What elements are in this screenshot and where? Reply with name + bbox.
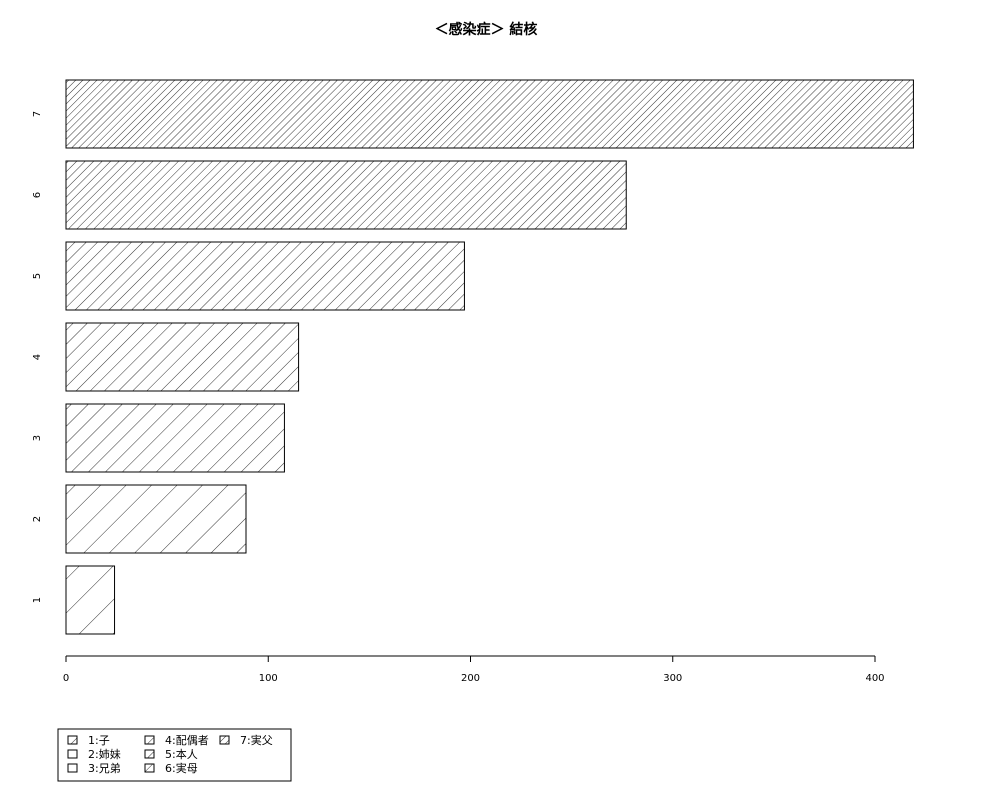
legend-label: 1:子 <box>88 734 110 747</box>
legend-box <box>57 728 292 782</box>
bar-1 <box>65 565 116 635</box>
legend-swatch <box>67 735 78 745</box>
bar-7 <box>65 79 914 149</box>
chart-title: ＜感染症＞ 結核 <box>435 21 538 38</box>
legend-label: 3:兄弟 <box>88 762 121 775</box>
bar-2 <box>65 484 247 554</box>
bars-group <box>65 79 914 635</box>
legend-swatch <box>144 763 155 773</box>
bar-5 <box>65 241 465 311</box>
x-axis: 0 100 200 300 400 <box>63 655 885 684</box>
legend-label: 5:本人 <box>165 747 198 761</box>
y-tick-label: 7 <box>32 111 43 117</box>
y-axis-labels: 1 2 3 4 5 6 7 <box>32 111 43 603</box>
x-tick-label: 200 <box>461 673 480 684</box>
bar-3 <box>65 403 285 473</box>
x-tick-label: 400 <box>865 673 884 684</box>
legend-swatch <box>67 749 78 759</box>
legend-swatch <box>219 735 230 745</box>
bar-4 <box>65 322 300 392</box>
legend-swatch <box>144 749 155 759</box>
legend-swatch <box>67 763 78 773</box>
legend-label: 4:配偶者 <box>165 734 209 747</box>
y-tick-label: 3 <box>32 435 43 441</box>
x-tick-label: 0 <box>63 673 69 684</box>
legend-label: 7:実父 <box>240 733 273 747</box>
y-tick-label: 6 <box>32 192 43 198</box>
y-tick-label: 4 <box>32 354 43 360</box>
y-tick-label: 5 <box>32 273 43 279</box>
legend-label: 6:実母 <box>165 761 198 775</box>
y-tick-label: 2 <box>32 516 43 522</box>
legend-swatch <box>144 735 155 745</box>
y-tick-label: 1 <box>32 597 43 603</box>
x-tick-label: 100 <box>259 673 278 684</box>
legend-label: 2:姉妹 <box>88 747 121 761</box>
bar-6 <box>65 160 627 230</box>
x-tick-label: 300 <box>663 673 682 684</box>
